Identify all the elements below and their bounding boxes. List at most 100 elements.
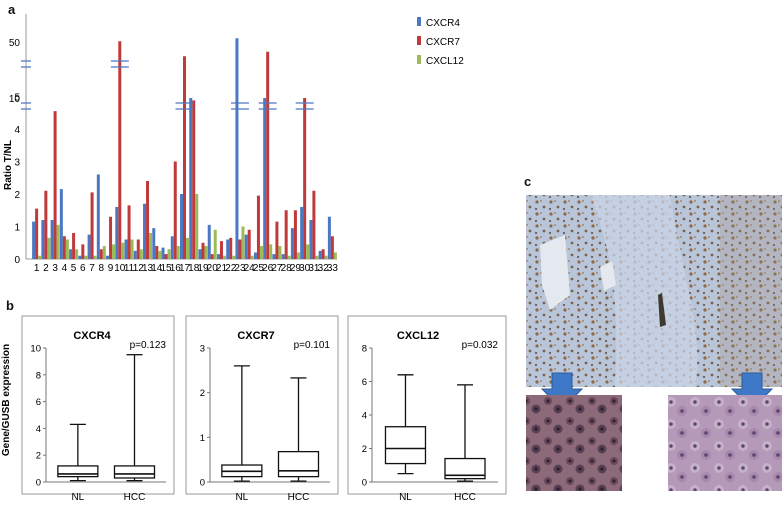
bar-cxcr7 <box>99 249 103 259</box>
bar-cxcl12 <box>112 244 116 259</box>
y-tick-label: 2 <box>14 190 20 201</box>
panel-label-c: c <box>524 174 532 189</box>
bar-cxcr7 <box>275 221 279 259</box>
bar-cxcl12 <box>213 229 217 259</box>
legend-swatch <box>417 55 421 64</box>
y-tick-label: 8 <box>362 344 367 355</box>
p-value: p=0.032 <box>462 340 499 351</box>
bar-cxcr4 <box>78 255 82 259</box>
y-axis-label: Gene/GUSB expression <box>1 344 12 456</box>
micrograph-inset-right <box>668 395 782 491</box>
bar-cxcr4 <box>50 220 54 259</box>
bar-cxcl12 <box>158 250 162 259</box>
bar-cxcr7 <box>53 111 57 259</box>
bar-cxcr7 <box>183 56 186 259</box>
y-tick-label: 4 <box>362 411 367 422</box>
x-tick-label: 31 <box>308 263 320 274</box>
bar-cxcl12 <box>38 255 42 259</box>
x-tick-label: 28 <box>281 263 293 274</box>
x-tick-label: 15 <box>160 263 172 274</box>
x-tick-label: 18 <box>188 263 200 274</box>
bar-cxcr7 <box>118 41 122 259</box>
y-tick-label: 10 <box>30 344 41 355</box>
x-tick-label: HCC <box>454 492 476 503</box>
bar-cxcr4 <box>281 254 285 259</box>
legend-swatch <box>417 17 421 26</box>
bar-cxcr7 <box>238 239 242 259</box>
x-tick-label: 30 <box>299 263 311 274</box>
y-tick-label: 6 <box>362 377 367 388</box>
y-tick-label: 3 <box>200 344 205 355</box>
bar-cxcr4 <box>69 249 73 259</box>
x-tick-label: NL <box>71 492 84 503</box>
legend-label: CXCR4 <box>426 18 460 29</box>
bar-cxcr7 <box>44 190 48 259</box>
bar-cxcr7 <box>312 190 316 259</box>
bar-cxcr7 <box>62 236 66 259</box>
bar-cxcl12 <box>65 239 69 259</box>
bar-cxcr7 <box>256 195 260 259</box>
bar-cxcr4 <box>143 203 147 259</box>
x-tick-label: 10 <box>114 263 126 274</box>
y-tick-label: 0 <box>14 255 20 266</box>
x-tick-label: 24 <box>244 263 256 274</box>
y-tick-label: 50 <box>9 38 21 49</box>
bar-break-mark <box>295 102 314 110</box>
x-tick-label: 33 <box>327 263 339 274</box>
bar-cxcl12 <box>204 246 208 259</box>
y-tick-label: 5 <box>14 93 20 104</box>
box <box>444 457 486 480</box>
y-tick-label: 2 <box>36 451 41 462</box>
x-tick-label: HCC <box>124 492 146 503</box>
subplot-frame <box>347 315 507 495</box>
bar-cxcr4 <box>253 252 257 259</box>
bar-cxcl12 <box>176 246 180 259</box>
panel-label-a: a <box>8 2 16 17</box>
x-tick-label: NL <box>399 492 412 503</box>
axis-break-mark <box>21 102 31 110</box>
bar-cxcr4 <box>318 250 322 259</box>
bar-cxcr4 <box>106 255 110 259</box>
boxplot-panel: Gene/GUSB expressionCXCR4p=0.1230246810N… <box>1 315 507 503</box>
bar-cxcr7 <box>81 244 85 259</box>
bar-cxcr4 <box>300 207 304 259</box>
box <box>384 426 427 465</box>
bar-cxcr4 <box>59 189 63 259</box>
subplot-frame <box>21 315 175 495</box>
bar-break-mark <box>230 102 249 110</box>
bar-cxcr4 <box>263 98 267 259</box>
bar-cxcr4 <box>309 220 313 259</box>
x-tick-label: 3 <box>52 263 58 274</box>
x-tick-label: 2 <box>43 263 49 274</box>
bar-cxcr7 <box>72 233 76 259</box>
bar-cxcl12 <box>222 255 226 259</box>
x-tick-label: 22 <box>225 263 237 274</box>
y-tick-label: 0 <box>200 478 205 489</box>
bar-cxcr4 <box>180 194 183 259</box>
bar-cxcl12 <box>167 249 171 259</box>
legend-label: CXCR7 <box>426 37 460 48</box>
x-tick-label: 26 <box>262 263 274 274</box>
micrograph-panel <box>526 195 782 491</box>
bar-cxcr4 <box>272 254 276 259</box>
legend-label: CXCL12 <box>426 56 464 67</box>
y-tick-label: 3 <box>14 158 20 169</box>
bar-cxcr4 <box>96 174 100 259</box>
x-tick-label: 20 <box>207 263 219 274</box>
y-tick-label: 2 <box>362 444 367 455</box>
bar-cxcr7 <box>164 254 168 259</box>
bar-break-mark <box>175 102 194 110</box>
micrograph-main <box>526 195 782 387</box>
bar-break-mark <box>110 60 129 68</box>
boxplot-cxcr4: CXCR4 p=0.123 0 2 4 6 8 10 NL HCC <box>21 315 175 503</box>
bar-cxcr7 <box>136 239 140 259</box>
x-tick-label: 23 <box>234 263 246 274</box>
y-tick-label: 1 <box>200 433 205 444</box>
legend-swatch <box>417 36 421 45</box>
bar-cxcr7 <box>90 192 94 259</box>
panel-label-b: b <box>6 298 14 313</box>
bar-cxcl12 <box>47 237 51 259</box>
bar-cxcr7 <box>192 100 196 260</box>
bar-cxcl12 <box>75 249 79 259</box>
bar-cxcr4 <box>244 234 248 259</box>
